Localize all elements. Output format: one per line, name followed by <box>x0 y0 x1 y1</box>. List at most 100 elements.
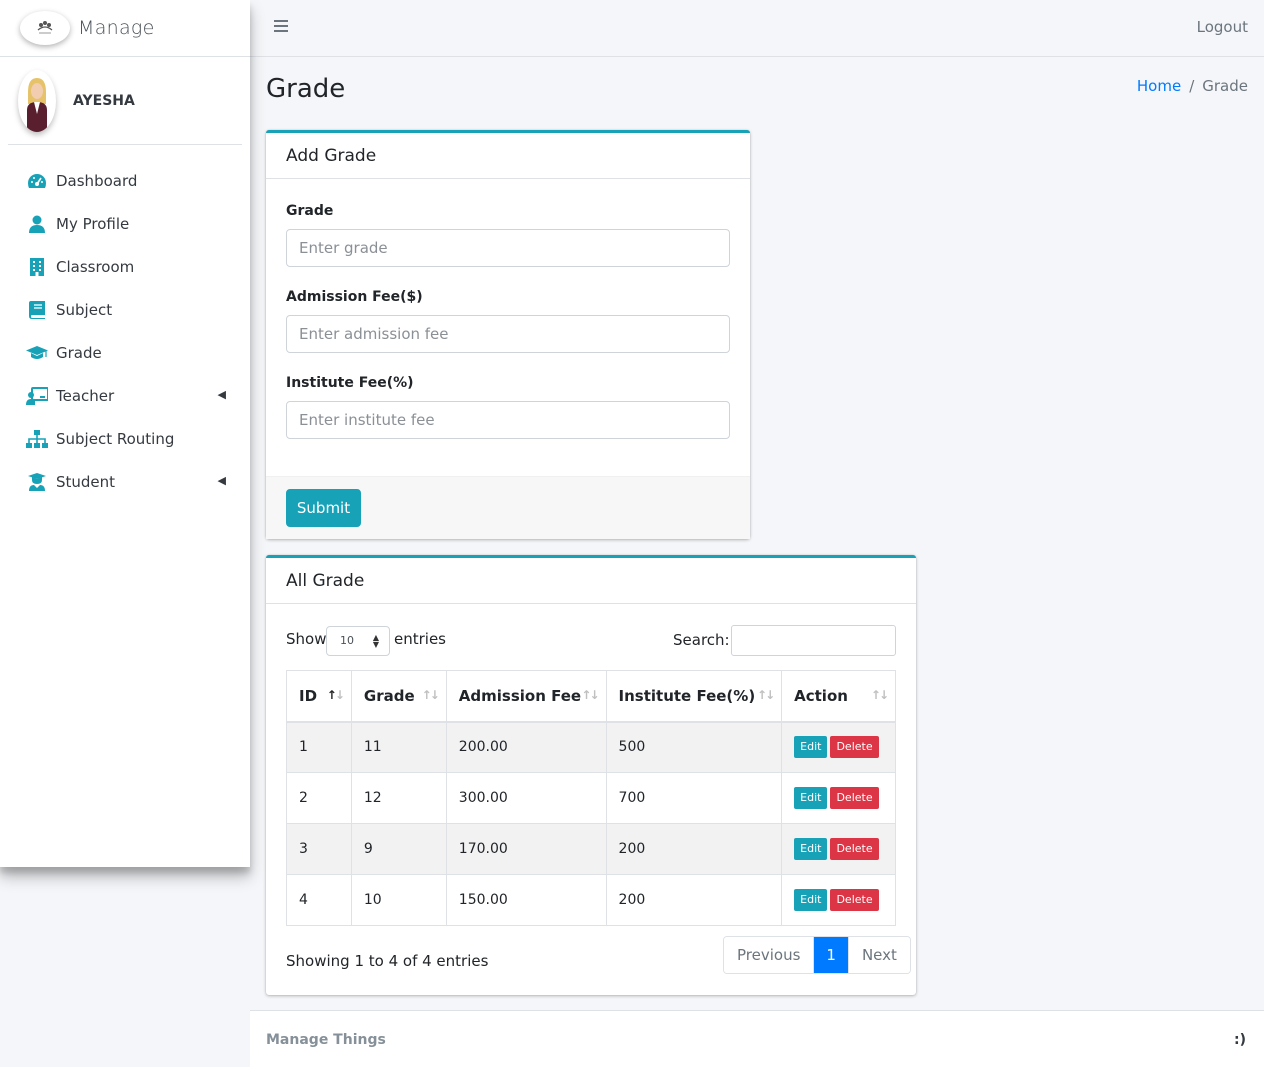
sidebar-item-subject[interactable]: Subject <box>0 288 250 331</box>
delete-button[interactable]: Delete <box>830 889 879 911</box>
sidebar: Manage AYESHA Dashboard My Profile <box>0 0 250 867</box>
cell-admission-fee: 170.00 <box>445 823 607 875</box>
show-label: Show <box>286 630 327 648</box>
cell-institute-fee: 500 <box>605 721 783 773</box>
column-header-id[interactable]: ID ↑↓ <box>286 670 352 723</box>
avatar[interactable] <box>18 69 56 132</box>
hamburger-menu-icon[interactable] <box>274 20 288 34</box>
breadcrumb-home-link[interactable]: Home <box>1136 77 1182 95</box>
cell-grade: 9 <box>350 823 447 875</box>
card-title: Add Grade <box>266 133 750 179</box>
institute-fee-label: Institute Fee(%) <box>286 375 414 391</box>
brand-link[interactable]: Manage <box>0 0 250 57</box>
add-grade-form: Grade Admission Fee($) Institute Fee(%) <box>266 179 750 439</box>
sidebar-item-label: Dashboard <box>56 171 138 190</box>
user-panel: AYESHA <box>8 57 242 145</box>
sidebar-item-teacher[interactable]: Teacher ◀ <box>0 374 250 417</box>
grade-label: Grade <box>286 203 334 219</box>
sidebar-item-label: My Profile <box>56 214 130 233</box>
column-header-institute-fee[interactable]: Institute Fee(%) ↑↓ <box>605 670 783 723</box>
cell-action: Edit Delete <box>781 823 896 875</box>
edit-button[interactable]: Edit <box>794 787 828 809</box>
pagination-next-button[interactable]: Next <box>847 937 910 973</box>
pagination: Previous 1 Next <box>723 936 911 974</box>
brand-name: Manage <box>78 17 155 39</box>
submit-button[interactable]: Submit <box>286 489 361 527</box>
sidebar-item-dashboard[interactable]: Dashboard <box>0 159 250 202</box>
page-title: Grade <box>266 74 346 104</box>
entries-select-value: 10 <box>340 634 354 647</box>
sort-icon: ↑↓ <box>421 688 440 702</box>
cell-grade: 10 <box>350 874 447 926</box>
sidebar-item-label: Subject Routing <box>56 429 175 448</box>
sidebar-nav: Dashboard My Profile Classroom Subject G… <box>0 145 250 503</box>
cell-action: Edit Delete <box>781 772 896 824</box>
edit-button[interactable]: Edit <box>794 889 828 911</box>
table-row: 4 10 150.00 200 Edit Delete <box>286 874 896 926</box>
column-header-grade[interactable]: Grade ↑↓ <box>350 670 447 723</box>
sidebar-item-student[interactable]: Student ◀ <box>0 460 250 503</box>
add-grade-card: Add Grade Grade Admission Fee($) Institu… <box>266 130 750 539</box>
table-row: 1 11 200.00 500 Edit Delete <box>286 721 896 773</box>
brand-logo <box>20 11 70 45</box>
sidebar-item-grade[interactable]: Grade <box>0 331 250 374</box>
user-graduate-icon <box>26 472 48 492</box>
pagination-page-button[interactable]: 1 <box>813 937 848 973</box>
grades-table: ID ↑↓ Grade ↑↓ Admission Fee ↑↓ Institute F… <box>286 670 896 926</box>
admission-fee-label: Admission Fee($) <box>286 289 423 305</box>
delete-button[interactable]: Delete <box>830 787 879 809</box>
chevron-left-icon: ◀ <box>217 474 226 487</box>
search-input[interactable] <box>731 625 896 656</box>
sidebar-item-label: Grade <box>56 343 102 362</box>
top-navbar: Logout <box>250 0 1264 57</box>
cell-id: 4 <box>286 874 352 926</box>
delete-button[interactable]: Delete <box>830 838 879 860</box>
entries-label: entries <box>394 630 446 648</box>
card-title: All Grade <box>266 558 916 604</box>
sort-icon: ↑↓ <box>581 688 599 702</box>
edit-button[interactable]: Edit <box>794 838 828 860</box>
breadcrumb-current: Grade <box>1202 77 1248 95</box>
graduation-cap-icon <box>26 343 48 363</box>
cell-id: 2 <box>286 772 352 824</box>
cell-id: 3 <box>286 823 352 875</box>
cell-admission-fee: 200.00 <box>445 721 607 773</box>
all-grade-card: All Grade Show 10 ▲ ▼ entries Search: ID ↑… <box>266 555 916 995</box>
sidebar-item-subject-routing[interactable]: Subject Routing <box>0 417 250 460</box>
logout-link[interactable]: Logout <box>1196 18 1248 36</box>
edit-button[interactable]: Edit <box>794 736 828 759</box>
cell-grade: 11 <box>350 721 447 773</box>
entries-select[interactable]: 10 ▲ ▼ <box>326 626 390 656</box>
tachometer-icon <box>26 171 48 191</box>
column-header-admission-fee[interactable]: Admission Fee ↑↓ <box>445 670 607 723</box>
breadcrumb: Home / Grade <box>1137 77 1248 95</box>
user-icon <box>26 214 48 234</box>
pagination-previous-button[interactable]: Previous <box>724 937 814 973</box>
user-name[interactable]: AYESHA <box>73 92 135 109</box>
sidebar-item-label: Classroom <box>56 257 135 276</box>
breadcrumb-separator: / <box>1189 77 1195 95</box>
institute-fee-input[interactable] <box>286 401 730 439</box>
table-header-row: ID ↑↓ Grade ↑↓ Admission Fee ↑↓ Institute F… <box>286 670 896 723</box>
grade-input[interactable] <box>286 229 730 267</box>
delete-button[interactable]: Delete <box>830 736 879 759</box>
card-footer: Submit <box>266 476 750 539</box>
building-icon <box>26 257 48 277</box>
cell-admission-fee: 150.00 <box>445 874 607 926</box>
sort-asc-icon: ↑↓ <box>326 688 345 702</box>
table-row: 3 9 170.00 200 Edit Delete <box>286 823 896 875</box>
select-arrows-icon: ▲ ▼ <box>372 633 379 649</box>
table-info: Showing 1 to 4 of 4 entries <box>286 952 489 970</box>
admission-fee-input[interactable] <box>286 315 730 353</box>
table-row: 2 12 300.00 700 Edit Delete <box>286 772 896 824</box>
sidebar-item-my-profile[interactable]: My Profile <box>0 202 250 245</box>
footer-text: Manage Things <box>266 1032 386 1048</box>
sidebar-item-classroom[interactable]: Classroom <box>0 245 250 288</box>
column-header-action[interactable]: Action ↑↓ <box>781 670 896 723</box>
cell-grade: 12 <box>350 772 447 824</box>
chalkboard-teacher-icon <box>26 386 48 406</box>
chevron-left-icon: ◀ <box>217 388 226 401</box>
sort-icon: ↑↓ <box>870 688 889 702</box>
sort-icon: ↑↓ <box>757 688 775 702</box>
search-label: Search: <box>673 631 730 649</box>
